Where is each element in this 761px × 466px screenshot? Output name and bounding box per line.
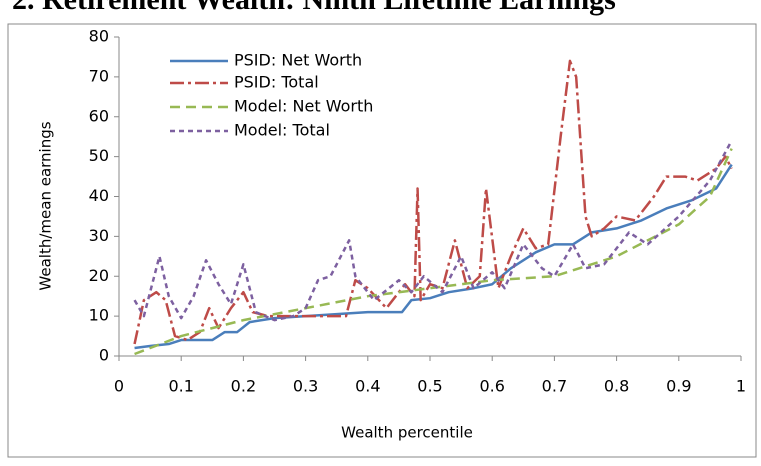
y-tick-label: 30 [89, 226, 109, 245]
y-tick-label: 0 [99, 346, 109, 365]
y-tick-label: 40 [89, 186, 109, 205]
x-axis-label: Wealth percentile [341, 424, 473, 442]
chart-title: 2. Retirement Wealth: Ninth Lifetime Ear… [12, 0, 616, 16]
x-tick-label: 0.8 [604, 377, 629, 396]
series-line [134, 148, 733, 356]
y-tick-label: 10 [89, 306, 109, 325]
legend-label: Model: Total [234, 121, 330, 140]
series-line [134, 163, 733, 350]
chart-frame [7, 23, 757, 458]
legend-label: Model: Net Worth [234, 97, 373, 116]
x-tick-label: 0.2 [231, 377, 256, 396]
y-tick-label: 20 [89, 266, 109, 285]
series-line [133, 140, 733, 322]
y-tick-label: 60 [89, 106, 109, 125]
y-tick-label: 50 [89, 146, 109, 165]
x-tick-label: 0.9 [666, 377, 691, 396]
y-tick-label: 80 [89, 27, 109, 46]
y-tick-label: 70 [89, 66, 109, 85]
x-tick-label: 0.6 [479, 377, 504, 396]
x-tick-label: 0.3 [293, 377, 318, 396]
x-tick-label: 0.1 [168, 377, 193, 396]
x-tick-label: 0.7 [542, 377, 567, 396]
series-line [133, 59, 733, 345]
x-tick-label: 0 [114, 377, 124, 396]
legend-label: PSID: Net Worth [234, 51, 362, 70]
legend-label: PSID: Total [234, 73, 319, 92]
x-tick-label: 0.5 [417, 377, 442, 396]
x-tick-label: 1 [736, 377, 746, 396]
x-tick-label: 0.4 [355, 377, 380, 396]
y-axis-label: Wealth/mean earnings [37, 121, 55, 290]
